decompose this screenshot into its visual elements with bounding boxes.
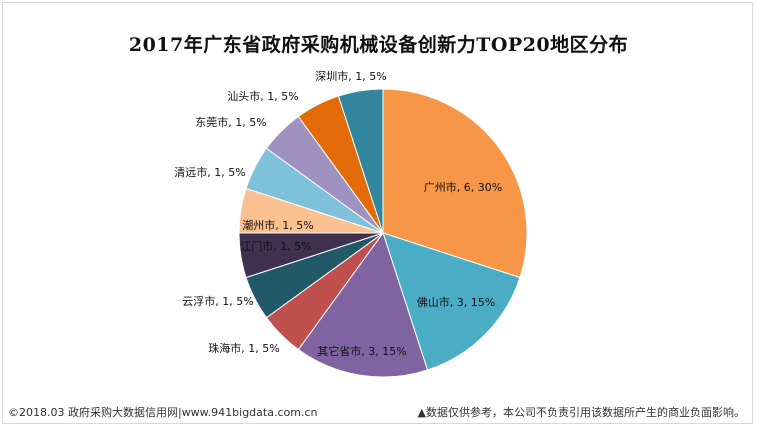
slice-label-6: 江门市, 1, 5% — [240, 239, 311, 253]
chart-title: 2017年广东省政府采购机械设备创新力TOP20地区分布 — [128, 34, 629, 56]
slice-label-1: 广州市, 6, 30% — [424, 180, 502, 194]
pie-slice-3 — [297, 231, 429, 378]
slice-label-8: 清远市, 1, 5% — [174, 165, 245, 179]
pie-slice-2 — [382, 232, 521, 371]
source-note: ©2018.03 政府采购大数据信用网|www.941bigdata.com.c… — [8, 406, 318, 419]
pie-slice-11 — [337, 88, 384, 234]
slice-label-11: 深圳市, 1, 5% — [315, 69, 386, 83]
disclaimer-note: ▲数据仅供参考，本公司不负责引用该数据所产生的商业负面影响。 — [417, 406, 745, 419]
slice-label-10: 汕头市, 1, 5% — [227, 89, 298, 103]
slice-label-4: 珠海市, 1, 5% — [208, 341, 279, 355]
slice-label-2: 佛山市, 3, 15% — [417, 295, 495, 309]
chart-frame — [2, 2, 753, 424]
slice-label-3: 其它省市, 3, 15% — [317, 344, 406, 358]
slice-label-9: 东莞市, 1, 5% — [195, 115, 266, 129]
slice-label-7: 潮州市, 1, 5% — [242, 218, 313, 232]
pie-slice-1 — [382, 88, 528, 279]
slice-label-5: 云浮市, 1, 5% — [182, 294, 253, 308]
